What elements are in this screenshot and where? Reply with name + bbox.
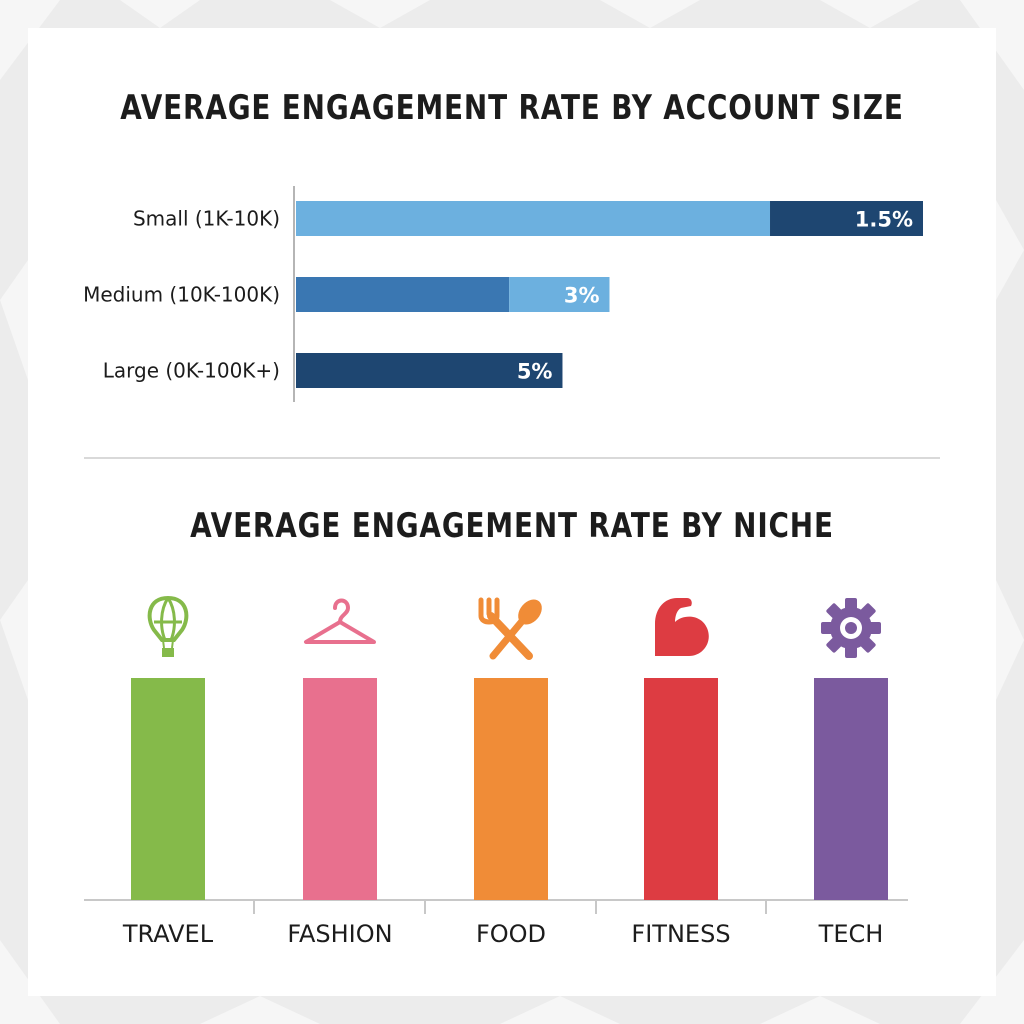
- bar-segment: [296, 201, 771, 236]
- bar-row: Small (1K-10K) 1.5%: [133, 201, 923, 236]
- bar-segment: [770, 201, 923, 236]
- niche-bar-chart: TRAVEL FASHION FOOD FITNESS TECH: [84, 595, 908, 948]
- hot-air-balloon-icon: [147, 595, 189, 657]
- fork-spoon-icon: [478, 597, 542, 660]
- value-label: 1.5%: [855, 208, 913, 232]
- account-size-bar-chart: Small (1K-10K) 1.5% Medium (10K-100K) 3% Lar…: [83, 186, 923, 402]
- account-size-chart-title: AVERAGE ENGAGEMENT RATE BY ACCOUNT SIZE: [120, 88, 904, 128]
- category-label: Medium (10K-100K): [83, 283, 280, 307]
- category-label: FOOD: [476, 920, 546, 948]
- value-label: 3%: [564, 284, 600, 308]
- section-divider: [84, 457, 940, 459]
- bar-segment: [509, 277, 610, 312]
- bar-segment: [296, 277, 510, 312]
- category-label: Large (0K-100K+): [103, 359, 280, 383]
- bar: [131, 678, 205, 900]
- value-label: 5%: [517, 360, 553, 384]
- flexed-bicep-icon: [655, 598, 709, 656]
- category-label: FASHION: [287, 920, 392, 948]
- niche-column: FOOD: [474, 597, 548, 948]
- gear-icon: [821, 598, 881, 658]
- category-label: FITNESS: [631, 920, 730, 948]
- niche-column: FITNESS: [631, 598, 731, 948]
- niche-column: TECH: [814, 598, 888, 948]
- bar-row: Large (0K-100K+) 5%: [103, 353, 563, 388]
- bar: [303, 678, 377, 900]
- category-label: Small (1K-10K): [133, 207, 280, 231]
- niche-chart-title: AVERAGE ENGAGEMENT RATE BY NICHE: [190, 506, 834, 546]
- bar: [474, 678, 548, 900]
- bar-row: Medium (10K-100K) 3%: [83, 277, 610, 312]
- hanger-icon: [304, 598, 376, 644]
- niche-column: FASHION: [287, 598, 393, 948]
- bar: [814, 678, 888, 900]
- niche-column: TRAVEL: [122, 595, 214, 948]
- category-label: TECH: [818, 920, 884, 948]
- bar-segment: [296, 353, 563, 388]
- category-label: TRAVEL: [122, 920, 214, 948]
- bar: [644, 678, 718, 900]
- infographic-card: AVERAGE ENGAGEMENT RATE BY ACCOUNT SIZE …: [28, 28, 996, 996]
